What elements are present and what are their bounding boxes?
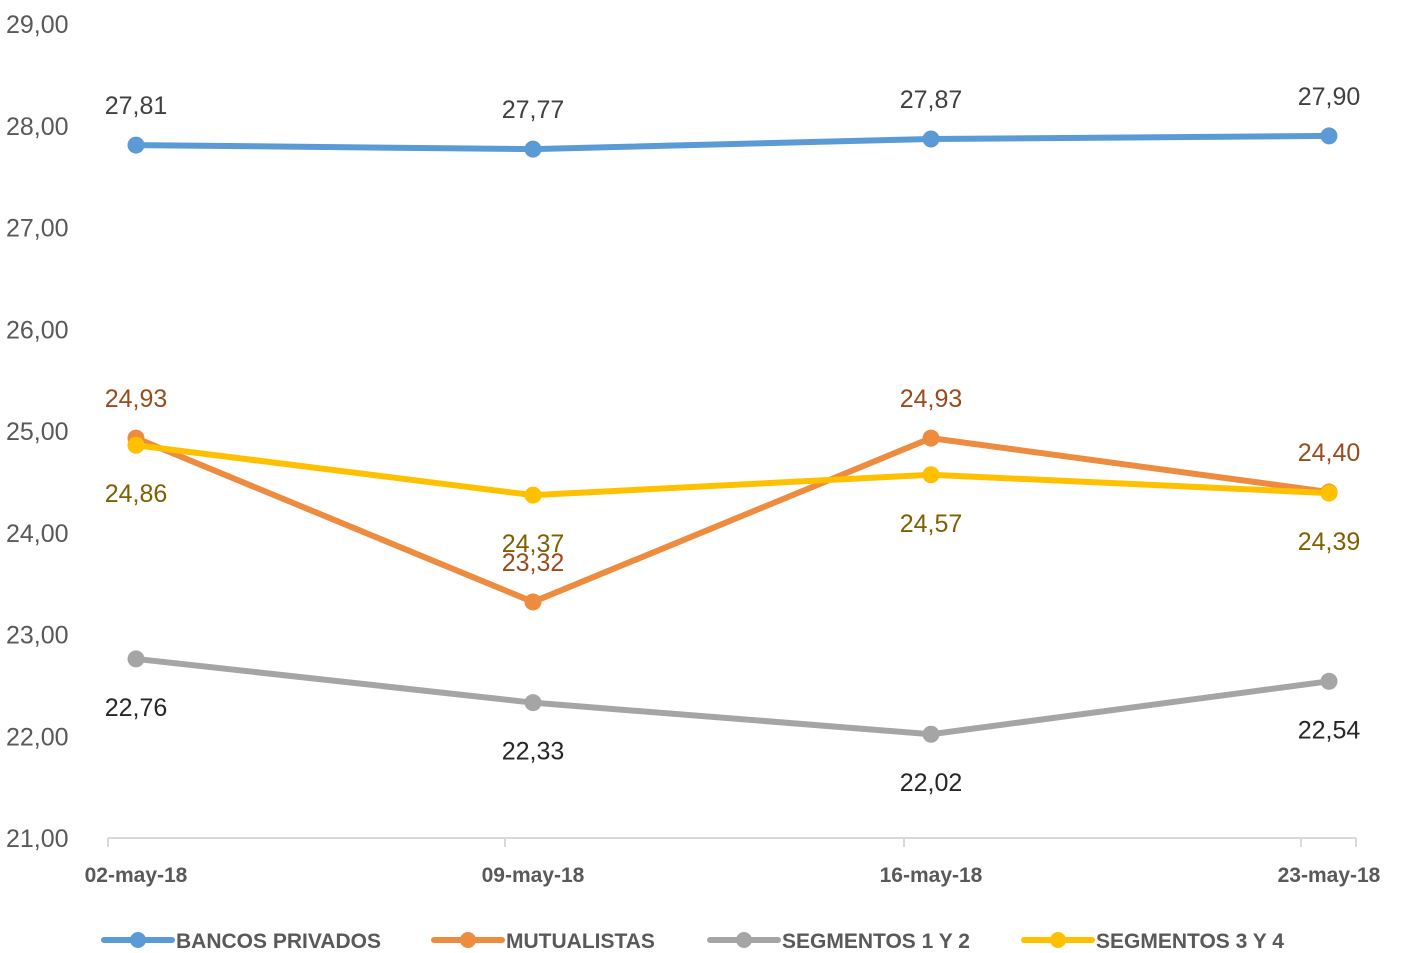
x-tick-label: 23-may-18 — [1278, 864, 1381, 887]
data-label: 22,54 — [1298, 716, 1361, 744]
legend-item: SEGMENTOS 1 Y 2 — [707, 930, 970, 953]
series-marker — [524, 486, 542, 504]
axis-layer: 21,00 22,00 23,00 24,00 25,00 26,00 27,00 28,00… — [6, 11, 1381, 887]
data-label: 22,33 — [502, 738, 565, 766]
series-marker — [524, 140, 542, 158]
legend-marker-swatch — [130, 932, 146, 948]
series-marker — [1320, 127, 1338, 145]
series-marker — [1320, 672, 1338, 690]
y-tick-label: 29,00 — [6, 11, 69, 39]
legend-label: BANCOS PRIVADOS — [176, 930, 381, 953]
series-marker — [524, 593, 542, 611]
legend-item: BANCOS PRIVADOS — [101, 930, 381, 953]
series-marker — [127, 136, 145, 154]
legend-label: MUTUALISTAS — [506, 930, 655, 953]
x-tick-label: 16-may-18 — [880, 864, 983, 887]
data-label: 24,93 — [900, 385, 963, 413]
legend-label: SEGMENTOS 3 Y 4 — [1096, 930, 1284, 953]
series-line — [133, 132, 1332, 153]
series-marker — [127, 436, 145, 454]
y-tick-label: 22,00 — [6, 723, 69, 751]
data-label: 24,93 — [105, 385, 168, 413]
series-marker — [127, 650, 145, 668]
series-marker — [524, 694, 542, 712]
series-marker — [922, 130, 940, 148]
y-tick-label: 28,00 — [6, 113, 69, 141]
legend-marker-swatch — [460, 932, 476, 948]
series-layer — [127, 127, 1338, 743]
legend-item: MUTUALISTAS — [431, 930, 655, 953]
data-label: 24,40 — [1298, 439, 1361, 467]
data-label: 23,32 — [502, 549, 565, 577]
y-tick-label: 24,00 — [6, 520, 69, 548]
data-label: 27,77 — [502, 96, 565, 124]
series-marker — [922, 429, 940, 447]
series-line — [133, 442, 1332, 499]
legend-marker-swatch — [1050, 932, 1066, 948]
data-label: 27,87 — [900, 86, 963, 114]
series-line — [133, 655, 1332, 738]
y-tick-label: 26,00 — [6, 316, 69, 344]
data-label: 22,02 — [900, 769, 963, 797]
x-tick-label: 02-may-18 — [85, 864, 188, 887]
data-label: 24,86 — [105, 480, 168, 508]
data-label-layer: 27,81 27,77 27,87 27,90 24,93 23,32 24,93 24,40… — [105, 83, 1361, 797]
legend: BANCOS PRIVADOS MUTUALISTAS SEGMENTOS 1 Y … — [101, 930, 1284, 953]
data-label: 27,90 — [1298, 83, 1361, 111]
y-tick-label: 23,00 — [6, 622, 69, 650]
data-label: 27,81 — [105, 92, 168, 120]
data-label: 24,57 — [900, 510, 963, 538]
data-label: 24,39 — [1298, 528, 1361, 556]
x-tick-label: 09-may-18 — [482, 864, 585, 887]
y-tick-label: 21,00 — [6, 825, 69, 853]
series-marker — [922, 725, 940, 743]
data-label: 22,76 — [105, 694, 168, 722]
legend-item: SEGMENTOS 3 Y 4 — [1021, 930, 1284, 953]
y-tick-label: 25,00 — [6, 418, 69, 446]
series-line — [133, 435, 1332, 605]
y-tick-label: 27,00 — [6, 215, 69, 243]
legend-marker-swatch — [736, 932, 752, 948]
series-marker — [1320, 484, 1338, 502]
legend-label: SEGMENTOS 1 Y 2 — [782, 930, 970, 953]
series-marker — [922, 466, 940, 484]
data-label: 24,37 — [502, 530, 565, 558]
